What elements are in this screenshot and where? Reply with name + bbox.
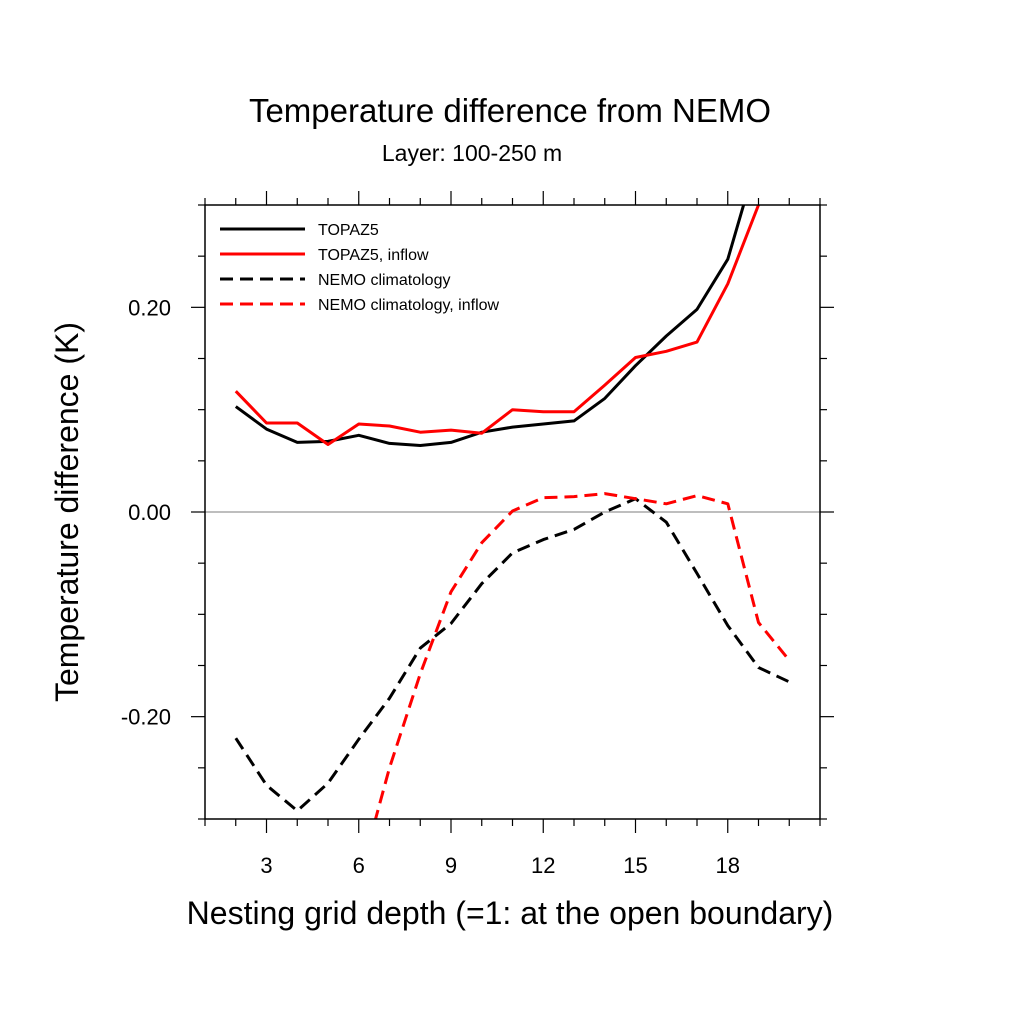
y-tick-label: -0.20	[121, 705, 171, 730]
x-axis-label: Nesting grid depth (=1: at the open boun…	[187, 895, 834, 931]
x-tick-label: 12	[531, 853, 555, 878]
series-line-2	[234, 205, 760, 446]
legend-label-2: TOPAZ5, inflow	[318, 247, 429, 264]
x-tick-label: 9	[445, 853, 457, 878]
chart-title: Temperature difference from NEMO	[249, 92, 771, 129]
x-tick-label: 18	[716, 853, 740, 878]
legend-label-4: NEMO climatology, inflow	[318, 297, 500, 314]
series-group	[234, 205, 791, 819]
chart-subtitle: Layer: 100-250 m	[382, 140, 562, 166]
plot-area: 3 6 9 12 15 18 -0.20 0.00 0.20 TOPAZ5 TOPAZ5, infl…	[121, 191, 834, 878]
x-tick-label: 15	[623, 853, 647, 878]
series-line-4	[373, 492, 791, 819]
x-tick-label: 3	[260, 853, 272, 878]
legend-label-1: TOPAZ5	[318, 222, 379, 239]
y-axis-label: Temperature difference (K)	[49, 322, 85, 702]
legend-label-3: NEMO climatology	[318, 272, 450, 289]
series-line-3	[234, 497, 790, 813]
y-tick-label: 0.00	[128, 500, 171, 525]
legend: TOPAZ5 TOPAZ5, inflow NEMO climatology NEMO…	[220, 222, 500, 314]
x-tick-label: 6	[353, 853, 365, 878]
y-tick-label: 0.20	[128, 295, 171, 320]
